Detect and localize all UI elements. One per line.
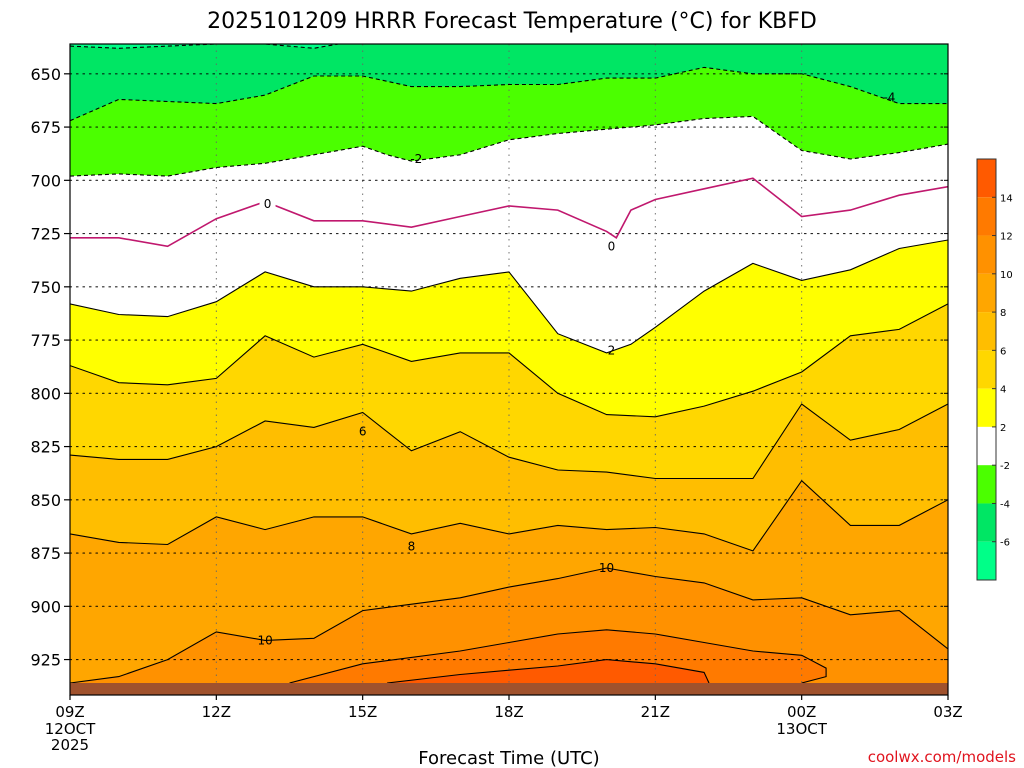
isotherm-8 bbox=[70, 479, 948, 552]
colorbar: 14 12 10 8 6 4 2 -2 -4 -6 bbox=[976, 158, 1013, 581]
isotherm-label-8-0: 8 bbox=[408, 540, 416, 554]
colorbar-band-10-to-12 bbox=[977, 235, 996, 274]
isotherm-label-bg-0-0 bbox=[259, 196, 276, 210]
y-tick-label-925: 925 bbox=[30, 651, 61, 670]
y-tick-label-800: 800 bbox=[30, 384, 61, 403]
isotherm-label-10-1: 10 bbox=[599, 561, 614, 575]
x-tick-label-12Z: 12Z bbox=[202, 703, 231, 721]
y-tick-label-850: 850 bbox=[30, 491, 61, 510]
y-tick-label-650: 650 bbox=[30, 65, 61, 84]
chart-title: 2025101209 HRRR Forecast Temperature (°C… bbox=[207, 9, 817, 34]
band--8-to--6 bbox=[70, 44, 948, 49]
x-tick-label-18Z: 18Z bbox=[494, 703, 523, 721]
y-tick-label-825: 825 bbox=[30, 438, 61, 457]
colorbar-label-8: 8 bbox=[1000, 308, 1006, 319]
colorbar-label-14: 14 bbox=[1000, 193, 1013, 204]
x-tick-label-21Z: 21Z bbox=[641, 703, 670, 721]
y-tick-label-750: 750 bbox=[30, 278, 61, 297]
x-date-label-0-0: 12OCT bbox=[45, 720, 96, 738]
isotherm-6 bbox=[70, 403, 948, 480]
colorbar-frame bbox=[976, 158, 997, 581]
ground-surface bbox=[70, 683, 948, 695]
x-tick-label-00Z: 00Z bbox=[787, 703, 816, 721]
y-tick-label-775: 775 bbox=[30, 331, 61, 350]
plot-area: -4 -2 0 0 2 6 8 10 10 bbox=[69, 44, 949, 695]
isotherm--2 bbox=[70, 115, 948, 177]
isotherm-0 bbox=[70, 177, 948, 248]
isotherm-label-0-1: 0 bbox=[608, 239, 616, 253]
x-date-label-1-0: 13OCT bbox=[776, 720, 827, 738]
colorbar-band--6-to--4 bbox=[977, 503, 996, 542]
colorbar-label--2: -2 bbox=[1000, 461, 1010, 472]
isotherm-14 bbox=[387, 659, 710, 683]
colorbar-band--8-to--6 bbox=[977, 541, 996, 580]
colorbar-band-8-to-10 bbox=[977, 273, 996, 313]
colorbar-label-4: 4 bbox=[1000, 385, 1006, 396]
band--6-to--4 bbox=[70, 44, 948, 121]
x-date-label-0-1: 2025 bbox=[51, 736, 89, 754]
band-12-to-14 bbox=[289, 629, 827, 683]
isotherm--4 bbox=[70, 66, 948, 122]
y-tick-label-725: 725 bbox=[30, 225, 61, 244]
colorbar-band--4-to--2 bbox=[977, 465, 996, 504]
colorbar-band-14-to-16 bbox=[977, 159, 996, 198]
colorbar-band-12-to-14 bbox=[977, 197, 996, 236]
colorbar-label-12: 12 bbox=[1000, 232, 1013, 243]
colorbar-band--2-to-2 bbox=[977, 426, 996, 466]
isotherm-4 bbox=[70, 303, 948, 418]
isotherm-label-bg-0-1 bbox=[603, 239, 620, 253]
colorbar-band-6-to-8 bbox=[977, 312, 996, 351]
isotherm-2 bbox=[70, 239, 948, 354]
colorbar-label-6: 6 bbox=[1000, 346, 1006, 357]
y-tick-label-675: 675 bbox=[30, 118, 61, 137]
isotherm-12 bbox=[289, 629, 827, 683]
x-tick-label-15Z: 15Z bbox=[348, 703, 377, 721]
colorbar-band-4-to-6 bbox=[977, 350, 996, 389]
isotherm-label-6-0: 6 bbox=[359, 425, 367, 439]
y-tick-label-875: 875 bbox=[30, 544, 61, 563]
isotherm-label-10-0: 10 bbox=[257, 633, 272, 647]
credit-text[interactable]: coolwx.com/models bbox=[868, 748, 1016, 766]
colorbar-label--4: -4 bbox=[1000, 499, 1010, 510]
colorbar-label-2: 2 bbox=[1000, 423, 1006, 434]
colorbar-label--6: -6 bbox=[1000, 538, 1010, 549]
isotherm-label--2-0: -2 bbox=[410, 152, 422, 166]
isotherm-label--4-0: -4 bbox=[883, 90, 895, 104]
grid-lines bbox=[69, 44, 949, 683]
isotherm-lines bbox=[70, 44, 948, 683]
y-tick-label-700: 700 bbox=[30, 171, 61, 190]
isotherm-10 bbox=[70, 567, 948, 683]
x-tick-label-03Z: 03Z bbox=[933, 703, 962, 721]
isotherm-label-2-0: 2 bbox=[608, 344, 616, 358]
isotherm-label-0-0: 0 bbox=[264, 197, 272, 211]
colorbar-label-10: 10 bbox=[1000, 270, 1013, 281]
y-tick-label-900: 900 bbox=[30, 597, 61, 616]
colorbar-band-2-to-4 bbox=[977, 388, 996, 427]
band-14-to-16 bbox=[387, 659, 709, 683]
isotherm-labels: -4 -2 0 0 2 6 8 10 10 bbox=[257, 90, 895, 647]
x-tick-label-09Z: 09Z bbox=[55, 703, 84, 721]
x-axis-label: Forecast Time (UTC) bbox=[418, 748, 599, 768]
